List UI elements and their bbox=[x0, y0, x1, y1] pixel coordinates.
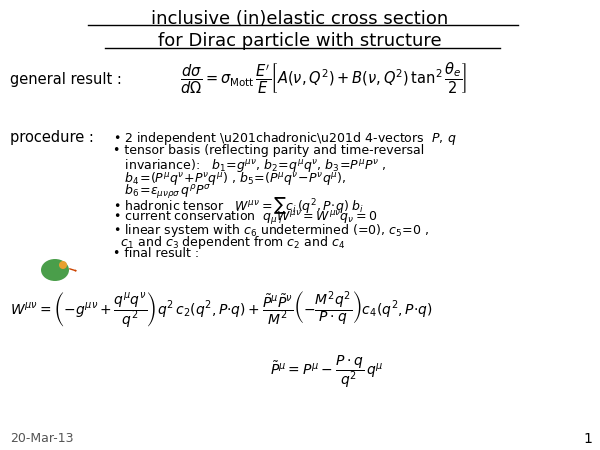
Text: general result :: general result : bbox=[10, 72, 122, 87]
Text: for Dirac particle with structure: for Dirac particle with structure bbox=[158, 32, 442, 50]
Text: $c_1$ and $c_3$ dependent from $c_2$ and $c_4$: $c_1$ and $c_3$ dependent from $c_2$ and… bbox=[113, 234, 345, 251]
Text: • linear system with $c_6$ undetermined (=0), $c_5\!=\!0$ ,: • linear system with $c_6$ undetermined … bbox=[113, 222, 430, 239]
Text: invariance):   $b_1\!=\!g^{\mu\nu}$, $b_2\!=\!q^\mu q^\nu$, $b_3\!=\!P^\mu P^\nu: invariance): $b_1\!=\!g^{\mu\nu}$, $b_2\… bbox=[113, 157, 386, 174]
Text: • hadronic tensor   $W^{\mu\nu} = \sum_i c_i\,(q^2, P\!\cdot\!q)\; b_i$: • hadronic tensor $W^{\mu\nu} = \sum_i c… bbox=[113, 196, 364, 226]
Circle shape bbox=[59, 261, 67, 269]
Text: $b_6\!=\!\epsilon_{\mu\nu\rho\sigma}\, q^\rho P^\sigma$: $b_6\!=\!\epsilon_{\mu\nu\rho\sigma}\, q… bbox=[113, 183, 211, 201]
Text: $\dfrac{d\sigma}{d\Omega} = \sigma_{\rm Mott}\,\dfrac{E^{\prime}}{E}\left[A(\nu,: $\dfrac{d\sigma}{d\Omega} = \sigma_{\rm … bbox=[180, 60, 467, 96]
FancyArrowPatch shape bbox=[70, 269, 76, 271]
Text: $\tilde{P}^\mu = P^\mu - \dfrac{P\cdot q}{q^2}\, q^\mu$: $\tilde{P}^\mu = P^\mu - \dfrac{P\cdot q… bbox=[270, 354, 383, 391]
Text: 20-Mar-13: 20-Mar-13 bbox=[10, 432, 74, 445]
Text: • final result :: • final result : bbox=[113, 247, 199, 260]
Text: • current conservation  $q_\mu W^{\mu\nu} = W^{\mu\nu}q_\nu = 0$: • current conservation $q_\mu W^{\mu\nu}… bbox=[113, 209, 377, 227]
Ellipse shape bbox=[41, 259, 69, 281]
Text: • 2 independent \u201chadronic\u201d 4-vectors  $P,\, q$: • 2 independent \u201chadronic\u201d 4-v… bbox=[113, 130, 457, 147]
Text: procedure :: procedure : bbox=[10, 130, 94, 145]
Text: inclusive (in)elastic cross section: inclusive (in)elastic cross section bbox=[151, 10, 449, 28]
Text: $W^{\mu\nu} = \left(-g^{\mu\nu} + \dfrac{q^\mu q^\nu}{q^2}\right)q^2\, c_2(q^2, : $W^{\mu\nu} = \left(-g^{\mu\nu} + \dfrac… bbox=[10, 289, 433, 331]
Text: 1: 1 bbox=[583, 432, 592, 446]
Text: • tensor basis (reflecting parity and time-reversal: • tensor basis (reflecting parity and ti… bbox=[113, 144, 424, 157]
Text: $b_4\!=\!(P^\mu q^\nu \!+\! P^\nu q^\mu)$ , $b_5\!=\!(P^\mu q^\nu \!-\! P^\nu q^: $b_4\!=\!(P^\mu q^\nu \!+\! P^\nu q^\mu)… bbox=[113, 170, 346, 187]
